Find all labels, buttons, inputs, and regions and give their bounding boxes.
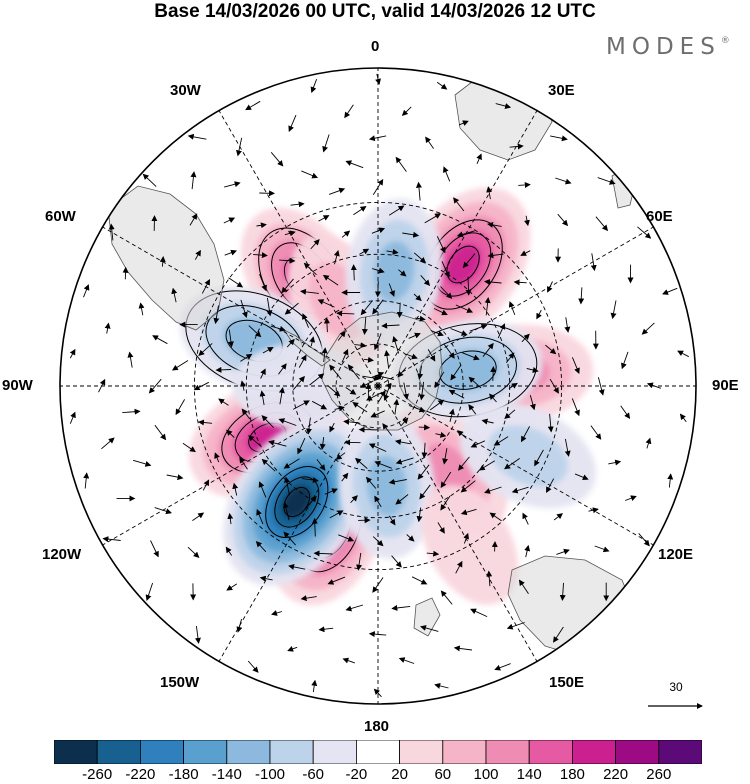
colorbar-tick-label: -140 [212,766,242,783]
colorbar-tick-label: 180 [560,766,585,783]
colorbar-tick-label: -100 [255,766,285,783]
colorbar-swatch [184,740,227,764]
colorbar-tick-label: -260 [82,766,112,783]
colorbar-swatch [356,740,399,764]
colorbar-tick-labels: -260 -220 -180 -140 -100 -60 -20 20 60 100 140 180 2… [0,766,750,784]
colorbar-swatch [616,740,659,764]
colorbar-tick-label: 260 [646,766,671,783]
colorbar-swatch [400,740,443,764]
colorbar-tick-label: -180 [169,766,199,783]
lon-label-150e: 150E [549,674,584,692]
colorbar-tick-label: 100 [473,766,498,783]
wind-vector [216,370,231,371]
lon-label-60w: 60W [45,208,76,226]
colorbar-swatch [270,740,313,764]
wind-vector [493,367,494,381]
colorbar-tick-label: 140 [517,766,542,783]
colorbar-swatch [659,740,702,764]
colorbar-tick-label: -60 [302,766,324,783]
colorbar-swatch [54,740,97,764]
reference-vector-value: 30 [646,680,706,694]
colorbar-swatch [443,740,486,764]
lon-label-30w: 30W [170,82,201,100]
lon-label-90w: 90W [2,377,33,395]
colorbar [54,740,702,764]
colorbar-tick-label: -220 [125,766,155,783]
polar-stereographic-map [0,0,750,740]
colorbar-swatch [97,740,140,764]
colorbar-tick-label: 220 [603,766,628,783]
colorbar-tick-label: 60 [434,766,451,783]
colorbar-swatch [529,740,572,764]
lon-label-180: 180 [364,718,389,736]
colorbar-swatch [227,740,270,764]
colorbar-tick-label: 20 [391,766,408,783]
lon-label-60e: 60E [646,208,673,226]
lon-label-90e: 90E [712,377,739,395]
lon-label-150w: 150W [160,674,199,692]
colorbar-swatch [313,740,356,764]
lon-label-30e: 30E [548,82,575,100]
lon-label-0: 0 [371,38,379,56]
lon-label-120w: 120W [42,546,81,564]
lon-label-120e: 120E [658,546,693,564]
colorbar-swatch [486,740,529,764]
reference-vector-legend: 30 [646,680,706,694]
colorbar-swatch [572,740,615,764]
wind-vector [419,427,429,428]
colorbar-tick-label: -20 [346,766,368,783]
colorbar-swatch [140,740,183,764]
